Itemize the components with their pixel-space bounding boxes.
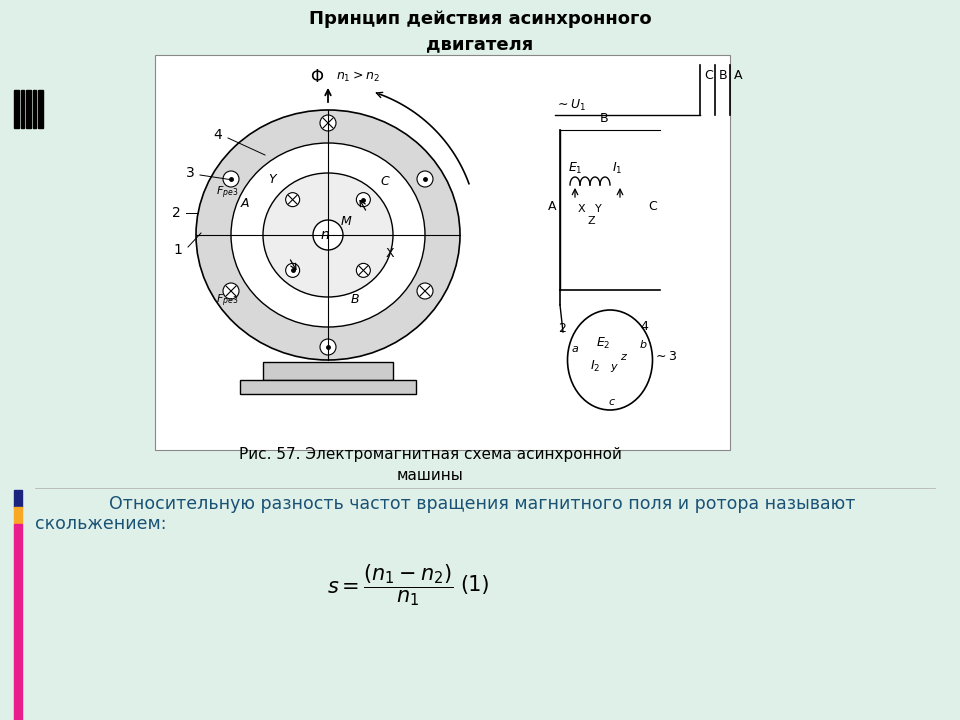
- Text: 2: 2: [172, 206, 180, 220]
- Text: $I_2$: $I_2$: [590, 359, 600, 374]
- Text: A: A: [734, 69, 742, 82]
- Text: Y: Y: [595, 204, 602, 214]
- Circle shape: [417, 171, 433, 187]
- Circle shape: [223, 283, 239, 299]
- Text: Принцип действия асинхронного
двигателя: Принцип действия асинхронного двигателя: [309, 11, 651, 53]
- Text: 3: 3: [185, 166, 194, 180]
- Text: $E_2$: $E_2$: [596, 336, 611, 351]
- Text: $s = \dfrac{(n_1 - n_2)}{n_1}$: $s = \dfrac{(n_1 - n_2)}{n_1}$: [326, 562, 453, 608]
- Text: $\sim U_1$: $\sim U_1$: [555, 98, 587, 113]
- Bar: [240, 380, 416, 394]
- Ellipse shape: [231, 143, 425, 327]
- Text: $F_{pe3}$: $F_{pe3}$: [216, 184, 238, 201]
- Text: B: B: [600, 112, 609, 125]
- Bar: [155, 55, 730, 450]
- Text: $A$: $A$: [240, 197, 251, 210]
- Text: (1): (1): [460, 575, 490, 595]
- Text: скольжением:: скольжением:: [35, 515, 166, 533]
- Text: $\Phi$: $\Phi$: [310, 68, 324, 86]
- Text: X: X: [578, 204, 586, 214]
- Text: 4: 4: [214, 128, 223, 142]
- Circle shape: [286, 264, 300, 277]
- Text: b: b: [640, 340, 647, 350]
- Bar: [14, 490, 22, 507]
- Circle shape: [223, 171, 239, 187]
- Circle shape: [320, 339, 336, 355]
- Text: Относительную разность частот вращения магнитного поля и ротора называют: Относительную разность частот вращения м…: [65, 495, 855, 513]
- Text: X: X: [386, 247, 395, 260]
- Bar: [14, 90, 19, 128]
- Text: $B$: $B$: [350, 293, 360, 306]
- Bar: [263, 362, 393, 380]
- Text: $Y$: $Y$: [268, 173, 278, 186]
- Circle shape: [356, 264, 371, 277]
- Text: $M$: $M$: [340, 215, 352, 228]
- Text: $I_1$: $I_1$: [612, 161, 622, 176]
- Text: B: B: [719, 69, 728, 82]
- Bar: [14, 507, 22, 524]
- Circle shape: [356, 193, 371, 207]
- Bar: [38, 90, 43, 128]
- Circle shape: [320, 115, 336, 131]
- Circle shape: [286, 193, 300, 207]
- Text: Z: Z: [587, 216, 594, 226]
- Text: y: y: [610, 362, 616, 372]
- Text: 4: 4: [640, 320, 648, 333]
- Text: $F_{pe3}$: $F_{pe3}$: [216, 292, 238, 309]
- Text: 1: 1: [174, 243, 182, 257]
- Text: A: A: [548, 200, 557, 213]
- Text: z: z: [620, 352, 626, 362]
- Text: $C$: $C$: [380, 175, 391, 188]
- Text: a: a: [572, 344, 579, 354]
- Text: $n_1 > n_2$: $n_1 > n_2$: [336, 70, 380, 84]
- Text: $\sim$3: $\sim$3: [653, 350, 678, 363]
- Text: c: c: [608, 397, 614, 407]
- Bar: [26, 90, 31, 128]
- Ellipse shape: [196, 110, 460, 360]
- Text: C: C: [648, 200, 657, 213]
- Text: C: C: [704, 69, 712, 82]
- Circle shape: [417, 283, 433, 299]
- Bar: [33, 90, 36, 128]
- Bar: [21, 90, 24, 128]
- Ellipse shape: [567, 310, 653, 410]
- Bar: [14, 524, 22, 720]
- Text: $E_1$: $E_1$: [568, 161, 583, 176]
- Text: $n$: $n$: [320, 228, 330, 242]
- Text: 2: 2: [558, 322, 565, 335]
- Circle shape: [313, 220, 343, 250]
- Ellipse shape: [263, 173, 393, 297]
- Text: Рис. 57. Электромагнитная схема асинхронной
машины: Рис. 57. Электромагнитная схема асинхрон…: [239, 447, 621, 483]
